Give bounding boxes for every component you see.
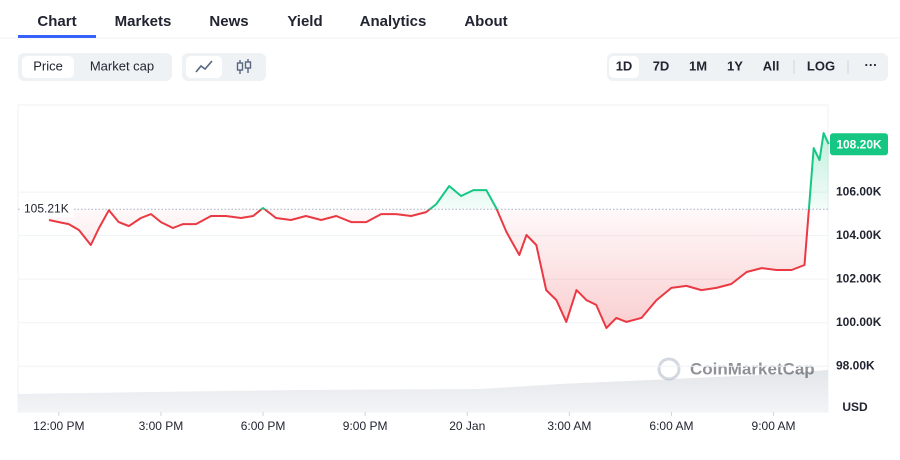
range-button[interactable]: 1M <box>689 58 707 73</box>
nav-tab[interactable]: Chart <box>37 13 76 30</box>
y-tick-label: 104.00K <box>836 228 882 242</box>
y-tick-label: 100.00K <box>836 315 882 329</box>
price-area <box>48 133 829 328</box>
price-line <box>48 132 830 329</box>
x-tick-label: 6:00 PM <box>241 419 286 433</box>
x-tick-label: 6:00 AM <box>649 419 693 433</box>
line-style-button[interactable] <box>186 56 222 78</box>
line-icon <box>195 60 213 73</box>
reference-label-bg <box>20 201 74 218</box>
active-tab-underline <box>18 35 96 38</box>
nav-tab[interactable]: Analytics <box>360 13 427 30</box>
range-button[interactable]: 1D <box>616 58 633 73</box>
x-tick-label: 3:00 AM <box>547 419 591 433</box>
x-tick-label: 9:00 AM <box>752 419 796 433</box>
x-tick-label: 9:00 PM <box>343 419 388 433</box>
unit-label: USD <box>842 400 868 414</box>
candle-icon[interactable] <box>236 59 252 74</box>
reference-label: 105.21K <box>24 201 69 215</box>
range-button[interactable]: All <box>763 58 780 73</box>
range-group <box>607 53 888 81</box>
y-tick-label: 106.00K <box>836 184 882 198</box>
last-price-label: 108.20K <box>836 137 882 151</box>
nav-tab[interactable]: Markets <box>115 13 172 30</box>
active-range <box>609 56 639 78</box>
nav-tab[interactable]: News <box>209 13 248 30</box>
y-tick-label: 98.00K <box>836 358 875 372</box>
nav-tab[interactable]: About <box>464 13 507 30</box>
range-button[interactable]: 1Y <box>727 58 743 73</box>
volume-area <box>18 370 828 412</box>
x-tick-label: 20 Jan <box>449 419 485 433</box>
log-toggle[interactable]: LOG <box>807 58 835 73</box>
last-price-badge <box>830 133 888 156</box>
range-button[interactable]: 7D <box>653 58 670 73</box>
x-tick-label: 3:00 PM <box>139 419 184 433</box>
x-tick-label: 12:00 PM <box>33 419 84 433</box>
y-tick-label: 102.00K <box>836 271 882 285</box>
nav-tab[interactable]: Yield <box>287 13 322 30</box>
watermark: CoinMarketCap <box>657 357 815 381</box>
watermark-text: CoinMarketCap <box>690 359 815 378</box>
active-metric <box>22 56 74 78</box>
metric-button[interactable]: Price <box>33 58 63 73</box>
metric-button[interactable]: Market cap <box>90 58 154 73</box>
more-button[interactable]: ··· <box>865 57 878 72</box>
